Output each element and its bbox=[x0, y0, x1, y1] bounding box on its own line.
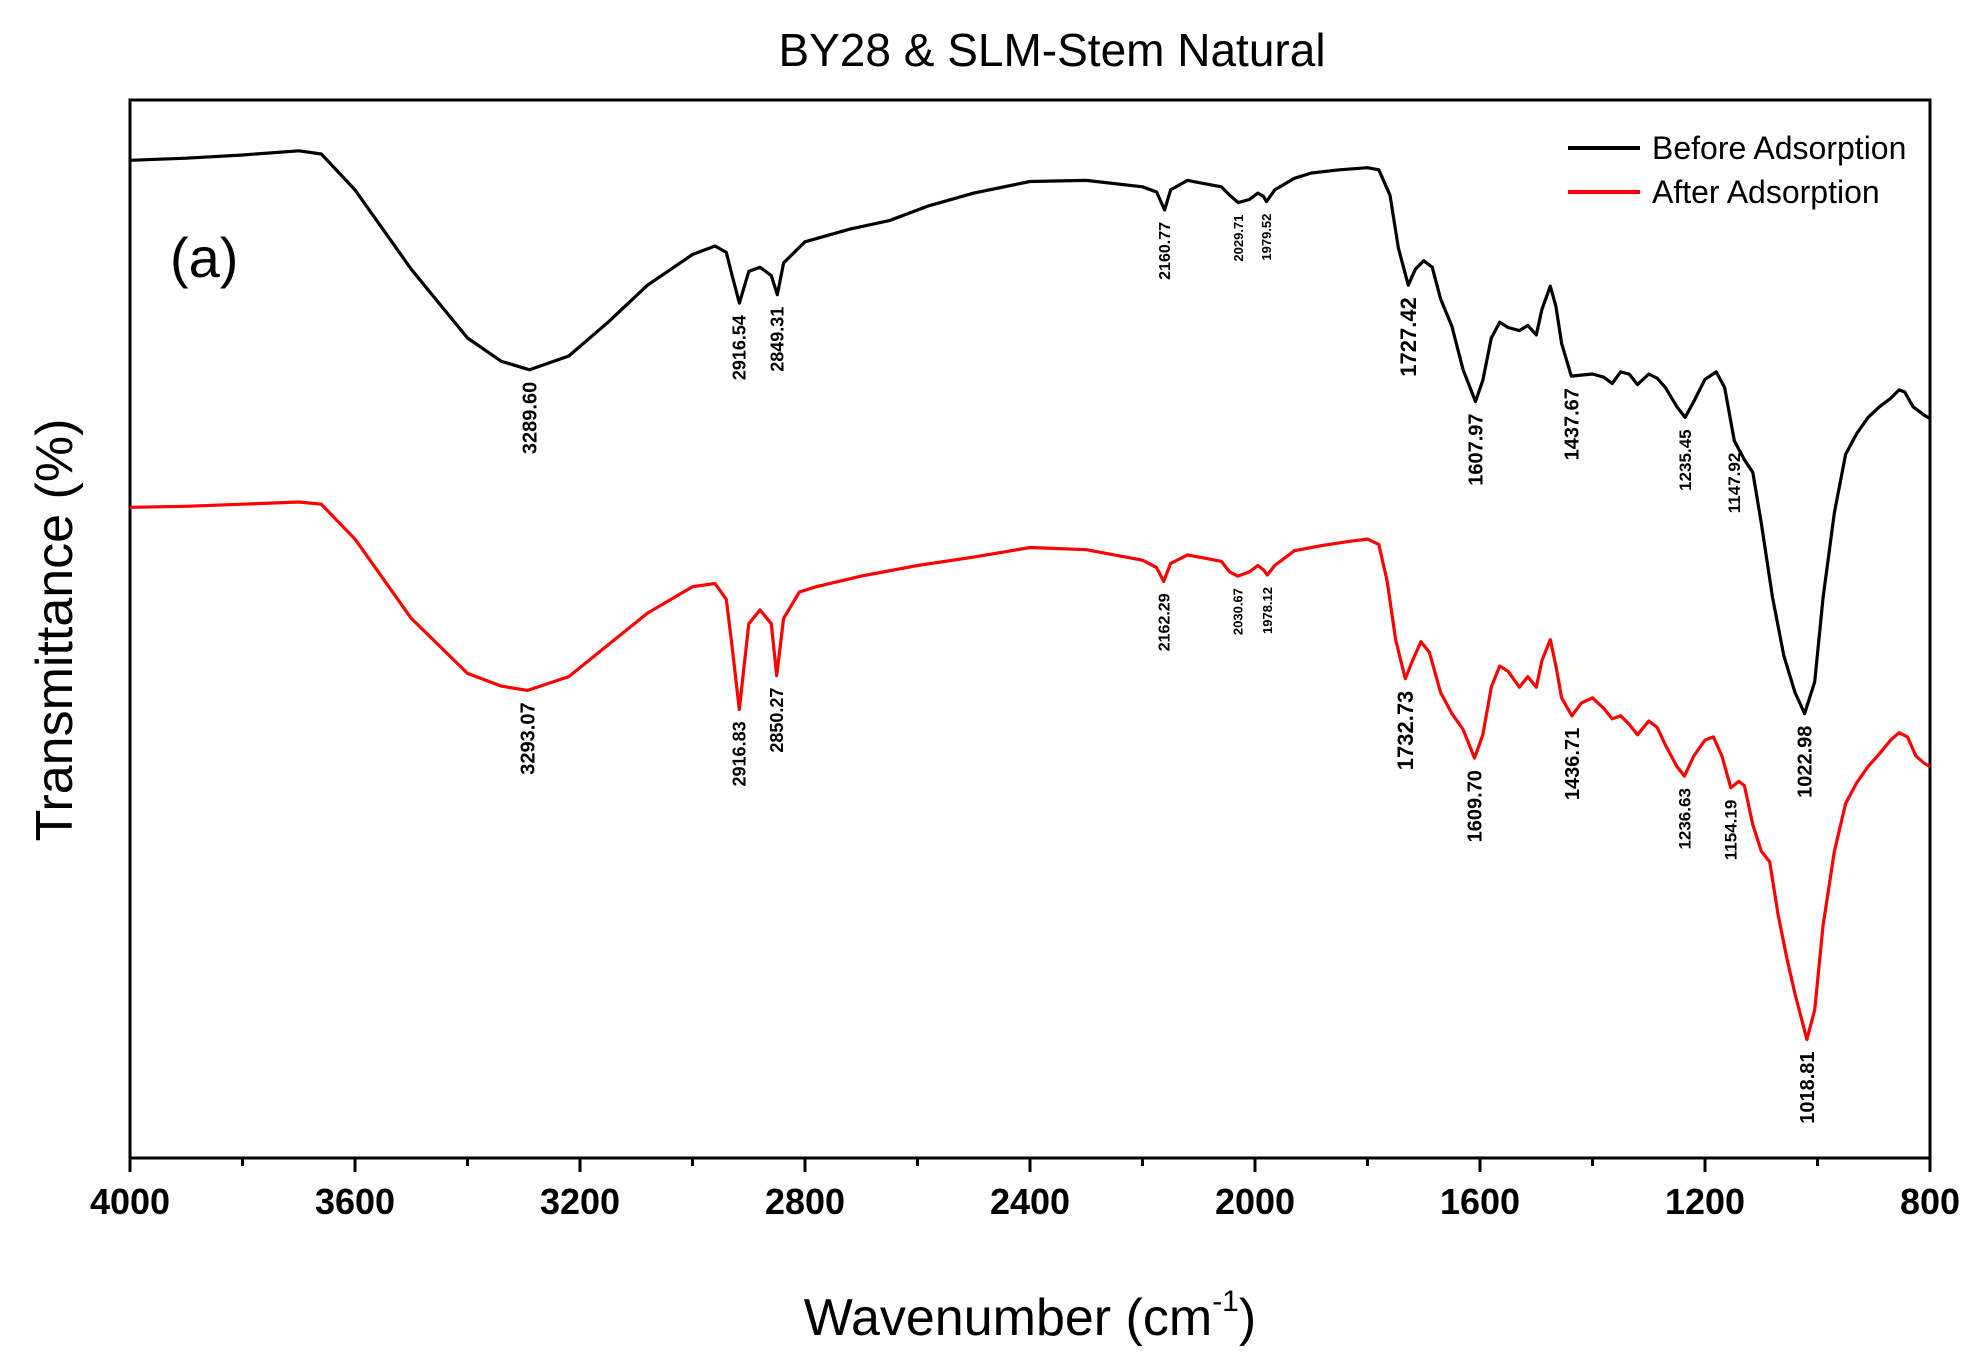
legend: Before Adsorption After Adsorption bbox=[1568, 130, 1906, 210]
peak-label: 2162.29 bbox=[1156, 593, 1173, 651]
peak-label: 1022.98 bbox=[1795, 726, 1817, 798]
peak-label: 1154.19 bbox=[1722, 800, 1741, 861]
peak-label: 1732.73 bbox=[1393, 691, 1418, 771]
x-tick-label: 3600 bbox=[315, 1181, 395, 1222]
x-tick-label: 1600 bbox=[1440, 1181, 1520, 1222]
x-axis-label-superscript: -1 bbox=[1212, 1285, 1239, 1318]
legend-entry-label: Before Adsorption bbox=[1652, 130, 1906, 166]
x-tick-label: 800 bbox=[1900, 1181, 1960, 1222]
x-tick-label: 2800 bbox=[765, 1181, 845, 1222]
peak-label: 2849.31 bbox=[768, 307, 788, 372]
x-tick-label: 1200 bbox=[1665, 1181, 1745, 1222]
peak-label: 1018.81 bbox=[1797, 1052, 1819, 1124]
peak-label: 2850.27 bbox=[767, 688, 787, 753]
peak-label: 1727.42 bbox=[1396, 297, 1421, 377]
y-axis-label: Transmittance (%) bbox=[26, 419, 84, 842]
peak-label: 3289.60 bbox=[520, 382, 542, 454]
peak-label: 2030.67 bbox=[1230, 588, 1245, 635]
spectra-lines bbox=[129, 149, 1931, 1042]
peak-label: 2160.77 bbox=[1157, 222, 1174, 280]
peak-label: 1437.67 bbox=[1561, 388, 1583, 460]
x-axis-label: Wavenumber (cm-1) bbox=[804, 1285, 1256, 1347]
x-axis-ticks bbox=[128, 1158, 1932, 1172]
series-line-after-adsorption bbox=[129, 500, 1931, 1042]
peak-label: 3293.07 bbox=[518, 702, 540, 774]
peak-label: 1607.97 bbox=[1466, 414, 1488, 486]
x-axis-label-close: ) bbox=[1239, 1289, 1256, 1347]
peak-label: 2916.54 bbox=[730, 315, 750, 380]
peak-label: 1978.12 bbox=[1260, 587, 1275, 634]
peak-label: 1235.45 bbox=[1676, 429, 1695, 490]
series-line-before-adsorption bbox=[129, 149, 1931, 716]
peak-label: 1236.63 bbox=[1675, 788, 1694, 849]
legend-entry-label: After Adsorption bbox=[1652, 174, 1880, 210]
x-tick-label: 4000 bbox=[90, 1181, 170, 1222]
x-tick-label: 3200 bbox=[540, 1181, 620, 1222]
x-axis-tick-labels: 4000 3600 3200 2800 2400 2000 1600 1200 800 bbox=[90, 1181, 1960, 1222]
peak-label: 2916.83 bbox=[730, 721, 750, 786]
peak-annotations: 3289.60 2916.54 2849.31 2160.77 2029.71 1979.… bbox=[518, 214, 1819, 1124]
x-tick-label: 2400 bbox=[990, 1181, 1070, 1222]
peak-label: 1147.92 bbox=[1725, 453, 1744, 514]
peak-label: 1979.52 bbox=[1259, 214, 1274, 261]
x-axis-label-main: Wavenumber (cm bbox=[804, 1289, 1212, 1347]
peak-label: 1436.71 bbox=[1562, 728, 1584, 800]
x-tick-label: 2000 bbox=[1215, 1181, 1295, 1222]
peak-label: 1609.70 bbox=[1465, 770, 1487, 842]
peak-label: 2029.71 bbox=[1231, 215, 1246, 262]
panel-label: (a) bbox=[170, 226, 238, 289]
chart-title: BY28 & SLM-Stem Natural bbox=[778, 24, 1325, 76]
